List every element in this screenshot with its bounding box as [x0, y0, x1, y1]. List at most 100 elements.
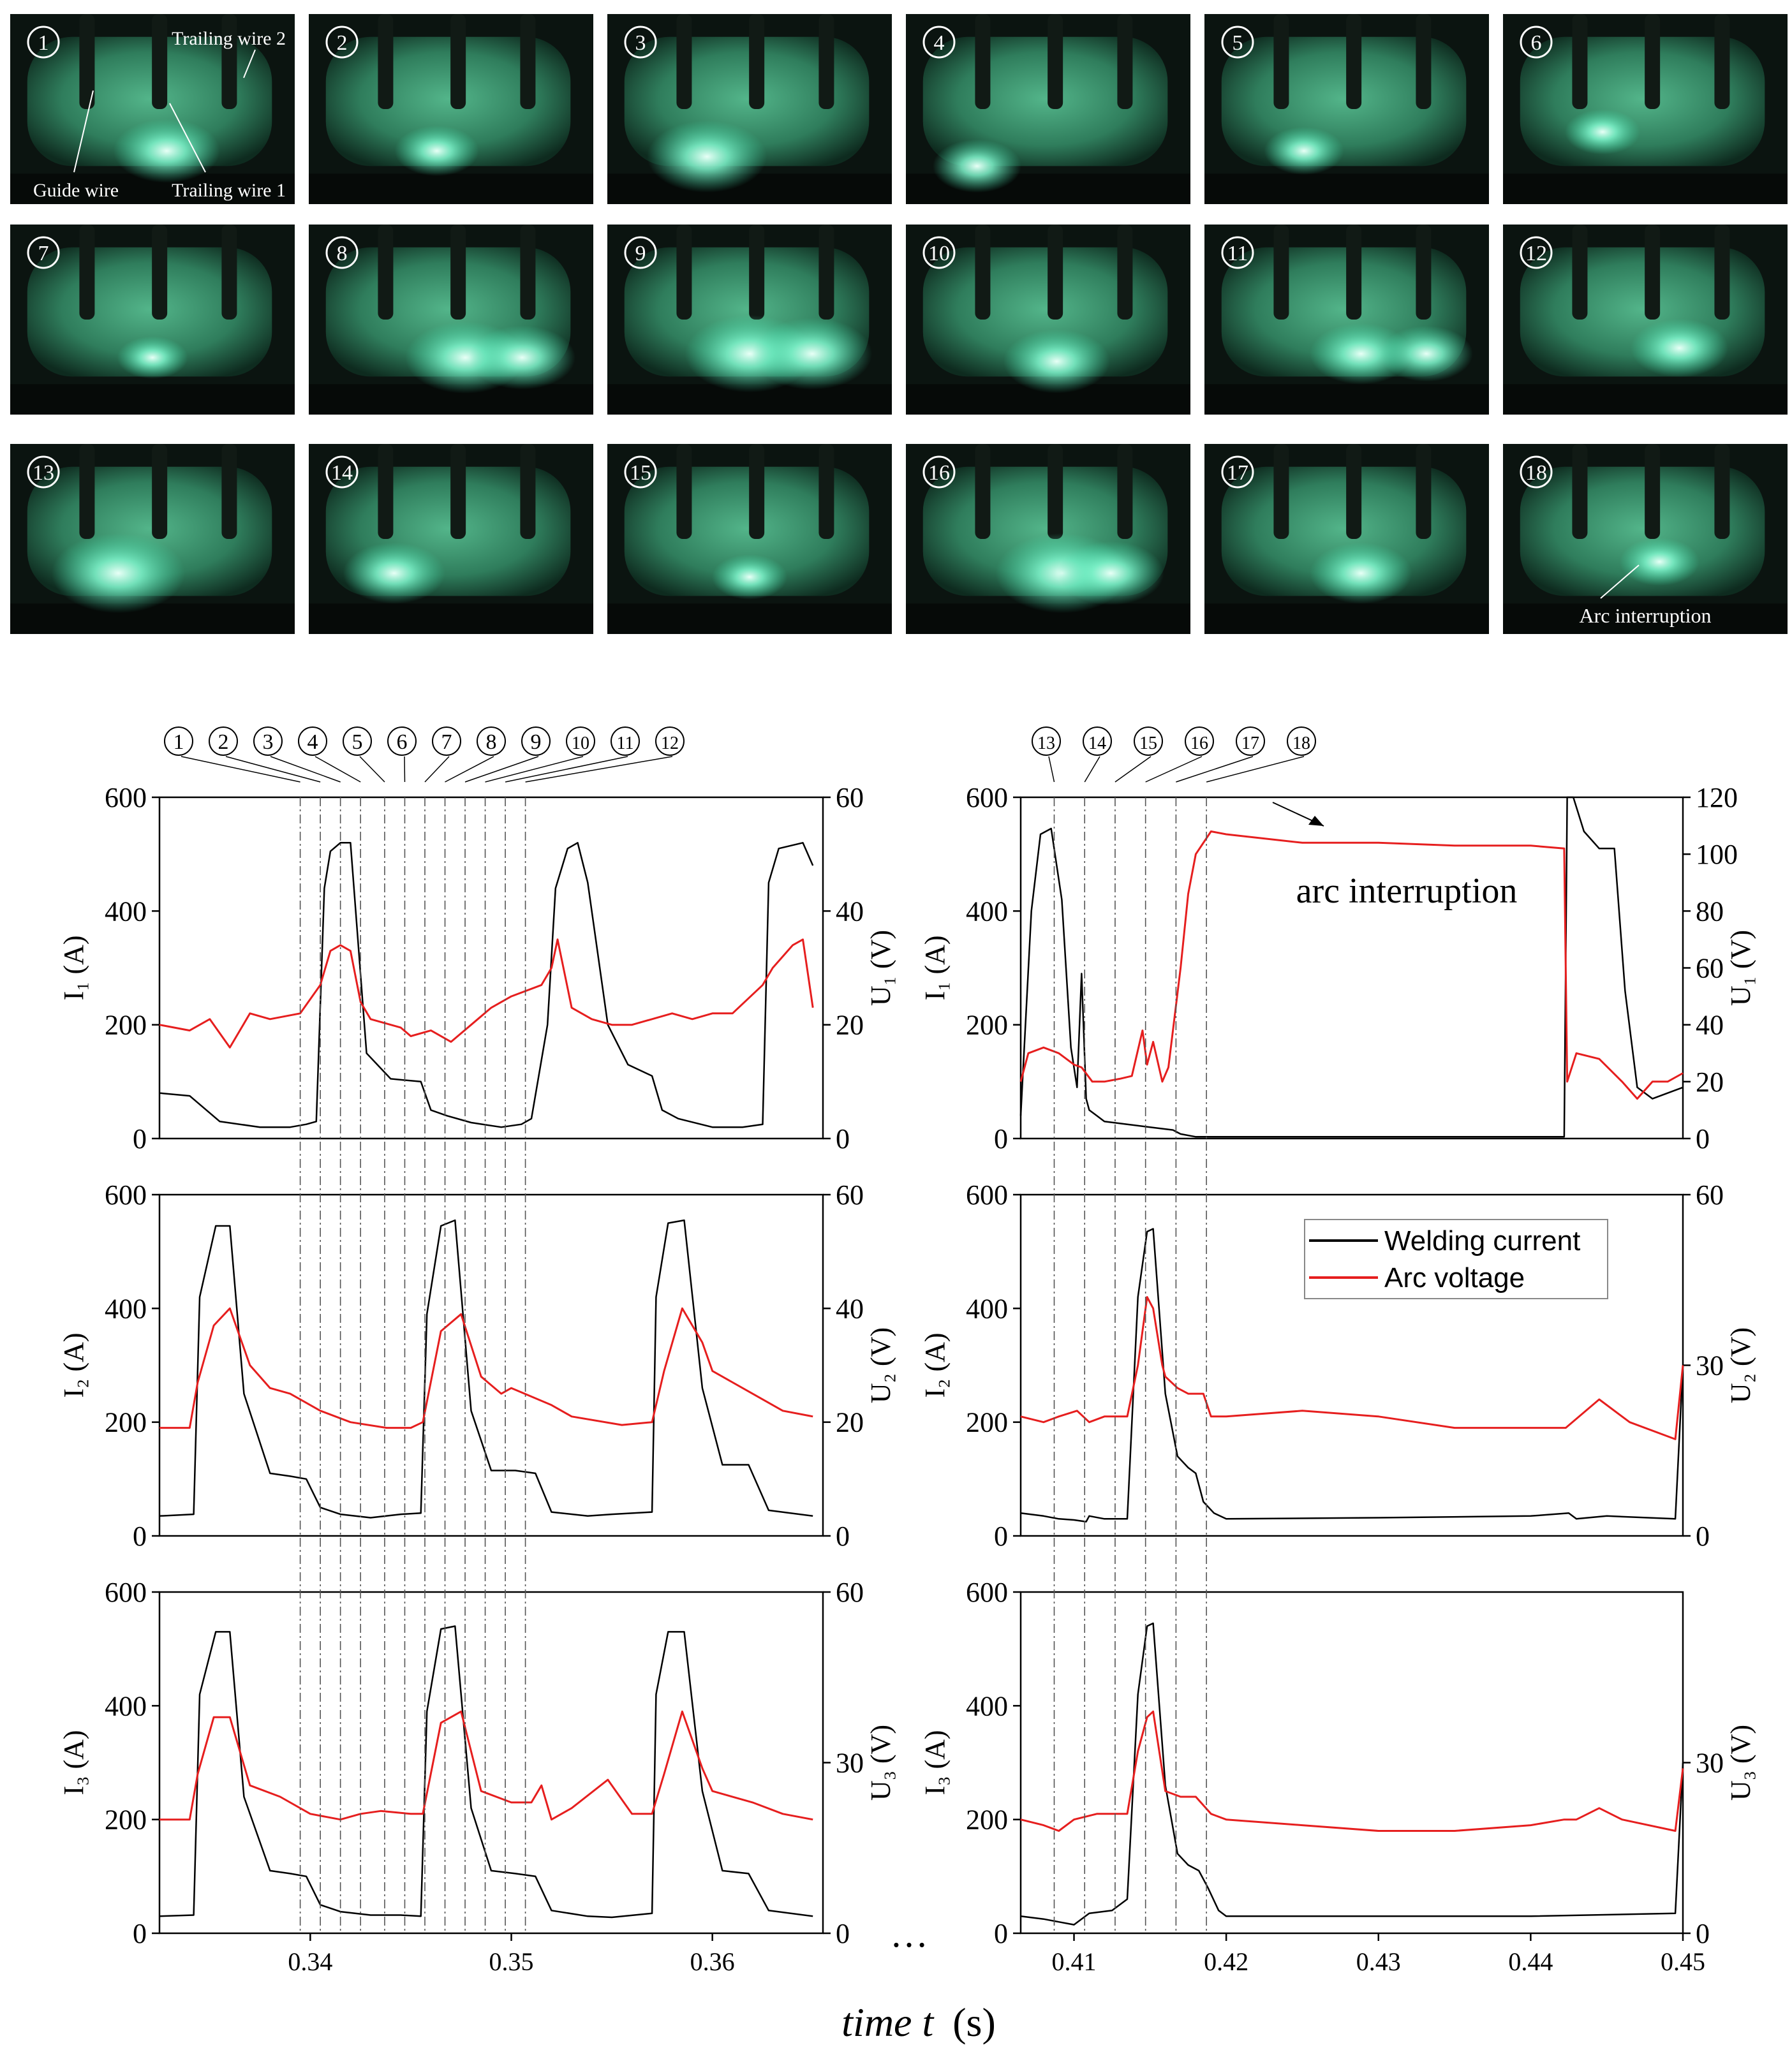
wire-shape [676, 444, 692, 539]
x-axis-title: time t (s) [841, 2000, 996, 2045]
plot-frame [1021, 1592, 1683, 1933]
wire-shape [152, 14, 167, 109]
marker-leader [1176, 756, 1253, 782]
y2-tick-label: 20 [836, 1407, 864, 1438]
voltage-series-line [159, 940, 813, 1047]
photo-number: 1 [38, 31, 49, 55]
marker-leader [1206, 756, 1304, 782]
wire-shape [378, 14, 393, 109]
marker-leader [360, 756, 385, 782]
y2-tick-label: 0 [1696, 1521, 1710, 1552]
wire-shape [450, 14, 466, 109]
wire-shape [1572, 14, 1587, 109]
photo-number: 16 [928, 461, 950, 485]
photo-number: 6 [1531, 31, 1542, 55]
weld-photo-13: 13 [10, 444, 295, 634]
wire-shape [1572, 225, 1587, 320]
y-tick-label: 0 [133, 1521, 147, 1552]
photo-number: 17 [1227, 461, 1248, 485]
y-tick-label: 200 [966, 1407, 1008, 1438]
wire-shape [975, 444, 990, 539]
marker-leader [445, 756, 494, 782]
wire-shape [1714, 225, 1729, 320]
y2-tick-label: 30 [1696, 1350, 1724, 1382]
wire-shape [975, 14, 990, 109]
y2-tick-label: 0 [1696, 1918, 1710, 1949]
marker-label-9: 9 [531, 730, 542, 754]
y2-tick-label: 60 [836, 1577, 864, 1608]
y-tick-label: 200 [966, 1010, 1008, 1041]
y-tick-label: 200 [105, 1010, 147, 1041]
marker-leader [315, 756, 360, 782]
weld-photo-14: 14 [309, 444, 593, 634]
y-tick-label: 400 [105, 896, 147, 927]
marker-label-14: 14 [1088, 734, 1106, 753]
voltage-series-line [159, 1711, 813, 1819]
wire-shape [221, 444, 237, 539]
plot-frame [159, 1592, 823, 1933]
photo-number: 4 [934, 31, 945, 55]
wire-shape [520, 225, 535, 320]
y-tick-label: 0 [994, 1521, 1008, 1552]
annotation-arc-interruption: Arc interruption [1579, 604, 1711, 627]
arc-glow [1058, 542, 1164, 605]
wire-shape [1117, 225, 1132, 320]
voltage-series-line [1021, 1711, 1683, 1831]
y2-axis-label: U₂ (V) [1725, 1327, 1756, 1403]
wire-shape [79, 225, 94, 320]
wire-shape [818, 14, 834, 109]
wire-shape [1346, 14, 1361, 109]
y-axis-label: I₃ (A) [58, 1730, 89, 1795]
wire-shape [1714, 444, 1729, 539]
marker-label-4: 4 [307, 730, 318, 754]
marker-label-17: 17 [1241, 734, 1259, 753]
y2-tick-label: 60 [836, 782, 864, 813]
x-tick-label: 0.34 [288, 1947, 332, 1976]
marker-label-2: 2 [218, 730, 229, 754]
arc-glow [647, 121, 767, 193]
marker-label-7: 7 [441, 730, 452, 754]
x-tick-label: 0.42 [1204, 1947, 1248, 1976]
photo-number: 11 [1227, 242, 1248, 265]
photo-number: 10 [928, 242, 950, 265]
wire-shape [1346, 225, 1361, 320]
marker-leader [1085, 756, 1100, 782]
y2-tick-label: 60 [836, 1179, 864, 1211]
y2-tick-label: 0 [1696, 1123, 1710, 1154]
current-series-line [159, 1220, 813, 1517]
weld-photo-15: 15 [607, 444, 892, 634]
ellipsis-mark: … [890, 1913, 928, 1955]
arc-glow [933, 140, 1021, 193]
wire-shape [520, 444, 535, 539]
plot-frame [1021, 797, 1683, 1139]
y-tick-label: 200 [966, 1804, 1008, 1836]
y-tick-label: 0 [994, 1918, 1008, 1949]
weld-photo-11: 11 [1204, 225, 1489, 415]
photo-number: 13 [33, 461, 54, 485]
x-tick-label: 0.45 [1661, 1947, 1705, 1976]
arrow-head [1308, 816, 1324, 826]
marker-label-16: 16 [1190, 734, 1208, 753]
wire-shape [1273, 444, 1289, 539]
wire-shape [1048, 14, 1063, 109]
wire-shape [1572, 444, 1587, 539]
marker-label-6: 6 [397, 730, 408, 754]
wire-shape [1048, 225, 1063, 320]
wire-shape [152, 225, 167, 320]
arc-glow [395, 126, 479, 176]
y2-tick-label: 40 [836, 1293, 864, 1324]
y-axis-label: I₂ (A) [58, 1332, 89, 1397]
arc-glow [1003, 329, 1110, 393]
wire-shape [1273, 225, 1289, 320]
arc-glow [469, 325, 575, 389]
marker-label-13: 13 [1037, 734, 1055, 753]
x-tick-label: 0.35 [489, 1947, 534, 1976]
legend-current-label: Welding current [1384, 1225, 1580, 1257]
wire-shape [1714, 14, 1729, 109]
weld-photo-9: 9 [607, 225, 892, 415]
wire-shape [79, 444, 94, 539]
